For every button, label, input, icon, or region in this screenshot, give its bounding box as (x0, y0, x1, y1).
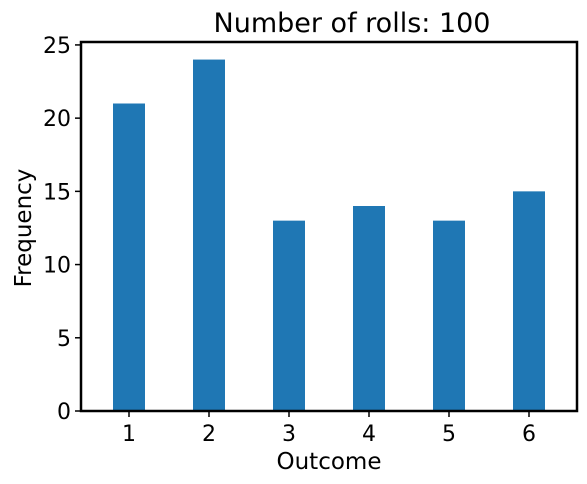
x-tick-label: 3 (282, 422, 296, 447)
bar-6 (513, 191, 545, 411)
bar-2 (193, 59, 225, 411)
x-tick-label: 1 (122, 422, 136, 447)
x-tick-label: 6 (522, 422, 536, 447)
bar-5 (433, 220, 465, 411)
y-axis-ticks: 0 5 10 15 20 25 (43, 34, 81, 425)
x-axis-ticks: 1 2 3 4 5 6 (122, 411, 536, 447)
y-tick-label: 0 (57, 400, 71, 425)
x-axis-label: Outcome (277, 449, 382, 475)
y-tick-label: 5 (57, 327, 71, 352)
y-tick-label: 20 (43, 107, 71, 132)
y-tick-label: 25 (43, 34, 71, 59)
bar-4 (353, 206, 385, 411)
x-tick-label: 2 (202, 422, 216, 447)
y-tick-label: 15 (43, 180, 71, 205)
y-tick-label: 10 (43, 254, 71, 279)
bars-group (113, 59, 545, 411)
plot-frame (79, 40, 579, 413)
chart-title: Number of rolls: 100 (214, 8, 491, 39)
x-tick-label: 5 (442, 422, 456, 447)
y-axis-label: Frequency (11, 169, 37, 288)
bar-1 (113, 103, 145, 411)
x-tick-label: 4 (362, 422, 376, 447)
bar-3 (273, 220, 305, 411)
